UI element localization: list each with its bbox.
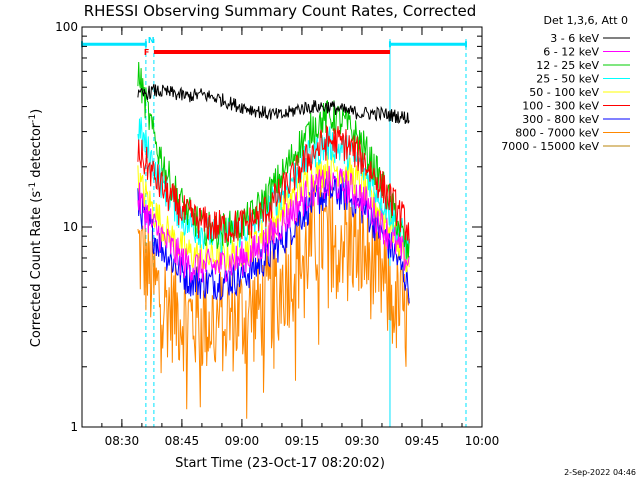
series-line: [137, 175, 410, 304]
y-tick-label: 1: [70, 420, 78, 434]
x-tick-label: 10:00: [465, 434, 500, 448]
y-axis-label-main: Corrected Count Rate (s: [29, 191, 44, 348]
series-line: [137, 84, 410, 125]
x-axis-ticks: 08:30 08:45 09:00 09:15 09:30 09:45 10:00: [101, 27, 500, 448]
series-line: [137, 124, 410, 244]
footer-timestamp: 2-Sep-2022 04:46: [564, 468, 636, 477]
night-label: N: [148, 36, 155, 45]
x-tick-label: 09:30: [345, 434, 380, 448]
legend-label: 6 - 12 keV: [543, 46, 599, 59]
status-bars: NF: [81, 36, 467, 57]
series-layer: [137, 61, 410, 419]
series-line: [137, 180, 410, 419]
legend-label: 25 - 50 keV: [536, 73, 599, 86]
x-tick-label: 08:45: [165, 434, 200, 448]
series-line: [137, 61, 410, 259]
y-axis-label: Corrected Count Rate (s-1 detector-1): [28, 109, 44, 347]
legend-header: Det 1,3,6, Att 0: [544, 14, 628, 27]
legend-label: 3 - 6 keV: [550, 32, 599, 45]
legend-label: 800 - 7000 keV: [515, 127, 599, 140]
y-axis-label-sup1: -1: [28, 182, 38, 191]
series-line: [137, 117, 410, 261]
legend-label: 7000 - 15000 keV: [501, 140, 599, 153]
x-tick-label: 09:45: [405, 434, 440, 448]
x-tick-label: 09:15: [285, 434, 320, 448]
y-axis-label-sup2: -1: [28, 114, 38, 123]
y-axis-label-mid: detector: [29, 122, 44, 182]
series-line: [137, 165, 410, 283]
chart-title: RHESSI Observing Summary Count Rates, Co…: [84, 2, 477, 20]
legend-label: 50 - 100 keV: [529, 86, 599, 99]
attenuator-label: F: [144, 48, 149, 57]
y-axis-label-end: ): [29, 109, 44, 114]
y-tick-label: 10: [63, 220, 78, 234]
y-tick-label: 100: [55, 20, 78, 34]
y-axis-ticks: 1 10 100: [55, 20, 482, 434]
legend-label: 300 - 800 keV: [522, 113, 599, 126]
x-axis-label: Start Time (23-Oct-17 08:20:02): [175, 456, 385, 471]
x-tick-label: 09:00: [225, 434, 260, 448]
legend-label: 12 - 25 keV: [536, 59, 599, 72]
x-tick-label: 08:30: [105, 434, 140, 448]
legend-label: 100 - 300 keV: [522, 100, 599, 113]
